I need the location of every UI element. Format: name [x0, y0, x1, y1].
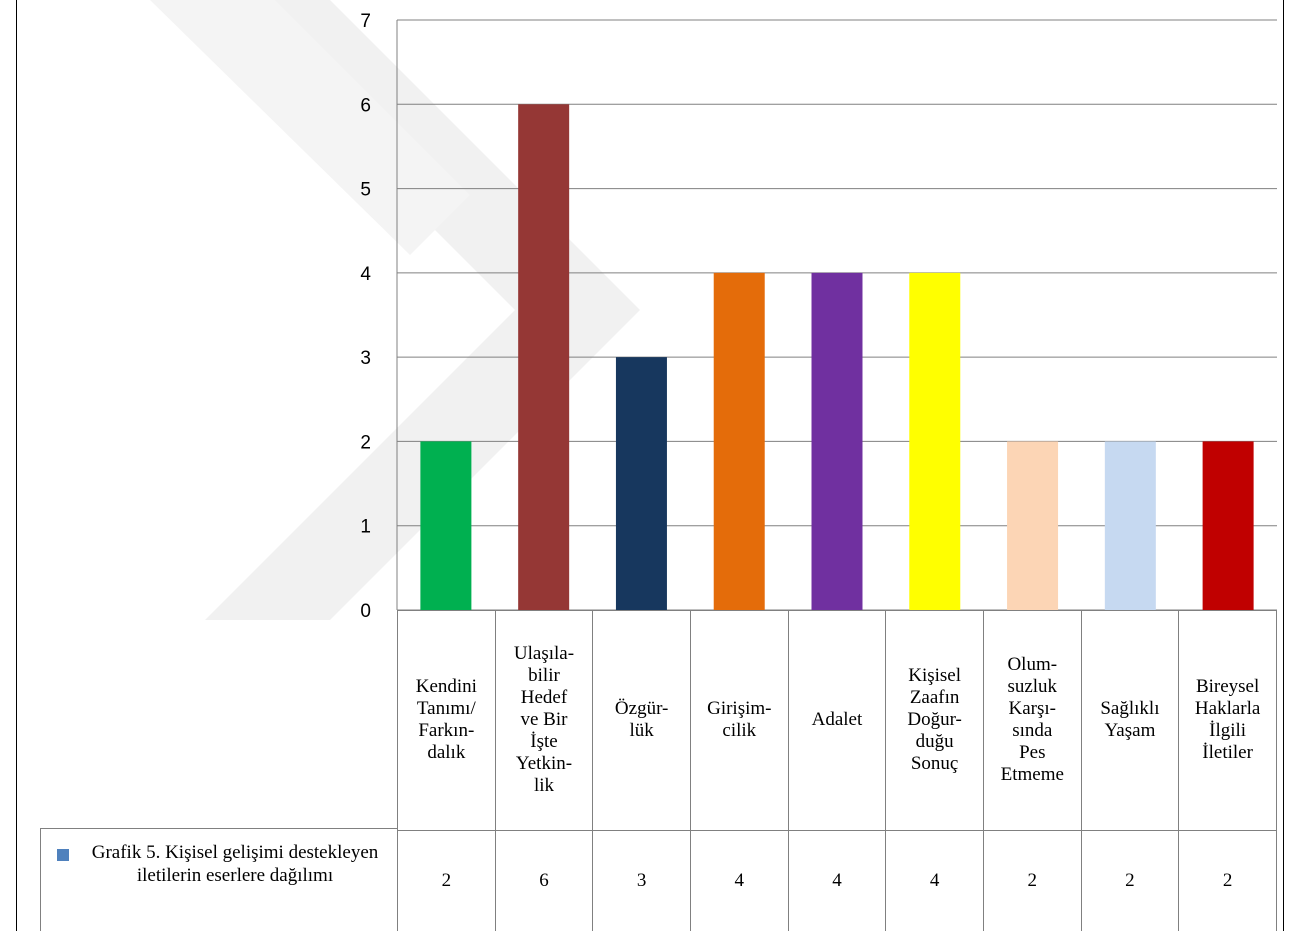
value-label: 2: [397, 829, 496, 931]
y-tick-label: 2: [360, 432, 371, 453]
category-label: Özgür-lük: [592, 610, 691, 831]
bar: [518, 104, 570, 611]
y-tick-label: 1: [360, 517, 371, 538]
bar: [713, 272, 765, 610]
category-label: Olum-suzluk Karşı-sında Pes Etmeme: [982, 610, 1082, 831]
value-label: 2: [1178, 829, 1277, 931]
value-label: 2: [1080, 829, 1180, 931]
bar: [909, 272, 961, 610]
legend: Grafik 5. Kişisel gelişimi destekleyen i…: [40, 828, 397, 931]
y-tick-label: 4: [360, 264, 371, 285]
value-label: 4: [885, 829, 984, 931]
bar: [420, 441, 472, 610]
legend-swatch: [57, 849, 69, 861]
value-label: 2: [982, 829, 1082, 931]
category-label: Adalet: [787, 610, 887, 831]
bar: [1202, 441, 1254, 610]
y-axis-ticks: 0 1 2 3 4 5 6 7: [360, 11, 371, 622]
value-label: 6: [494, 829, 594, 931]
y-tick-label: 3: [360, 348, 371, 369]
bars: [420, 104, 1254, 611]
bar: [811, 272, 863, 610]
legend-label: Grafik 5. Kişisel gelişimi destekleyen i…: [91, 842, 379, 886]
category-label: Kendini Tanımı/Farkın-dalık: [397, 610, 496, 831]
bar: [1104, 441, 1156, 610]
chart-frame: [16, 0, 1284, 931]
value-label: 4: [787, 829, 887, 931]
category-label: Bireysel Haklarla İlgili İletiler: [1178, 610, 1277, 831]
category-label: Sağlıklı Yaşam: [1080, 610, 1180, 831]
category-row: Kendini Tanımı/Farkın-dalık Ulaşıla-bilir H…: [397, 610, 1277, 831]
data-table: Kendini Tanımı/Farkın-dalık Ulaşıla-bilir H…: [397, 610, 1277, 931]
category-label: Ulaşıla-bilir Hedef ve Bir İşte Yetkin-lik: [494, 610, 594, 831]
category-label: Kişisel Zaafın Doğur-duğu Sonuç: [885, 610, 984, 831]
value-label: 4: [689, 829, 789, 931]
bar: [615, 357, 667, 610]
y-tick-label: 0: [360, 601, 371, 622]
y-tick-label: 5: [360, 180, 371, 201]
y-tick-label: 7: [360, 11, 371, 32]
y-tick-label: 6: [360, 95, 371, 116]
value-label: 3: [592, 829, 691, 931]
bar: [1007, 441, 1059, 610]
category-label: Girişim-cilik: [689, 610, 789, 831]
